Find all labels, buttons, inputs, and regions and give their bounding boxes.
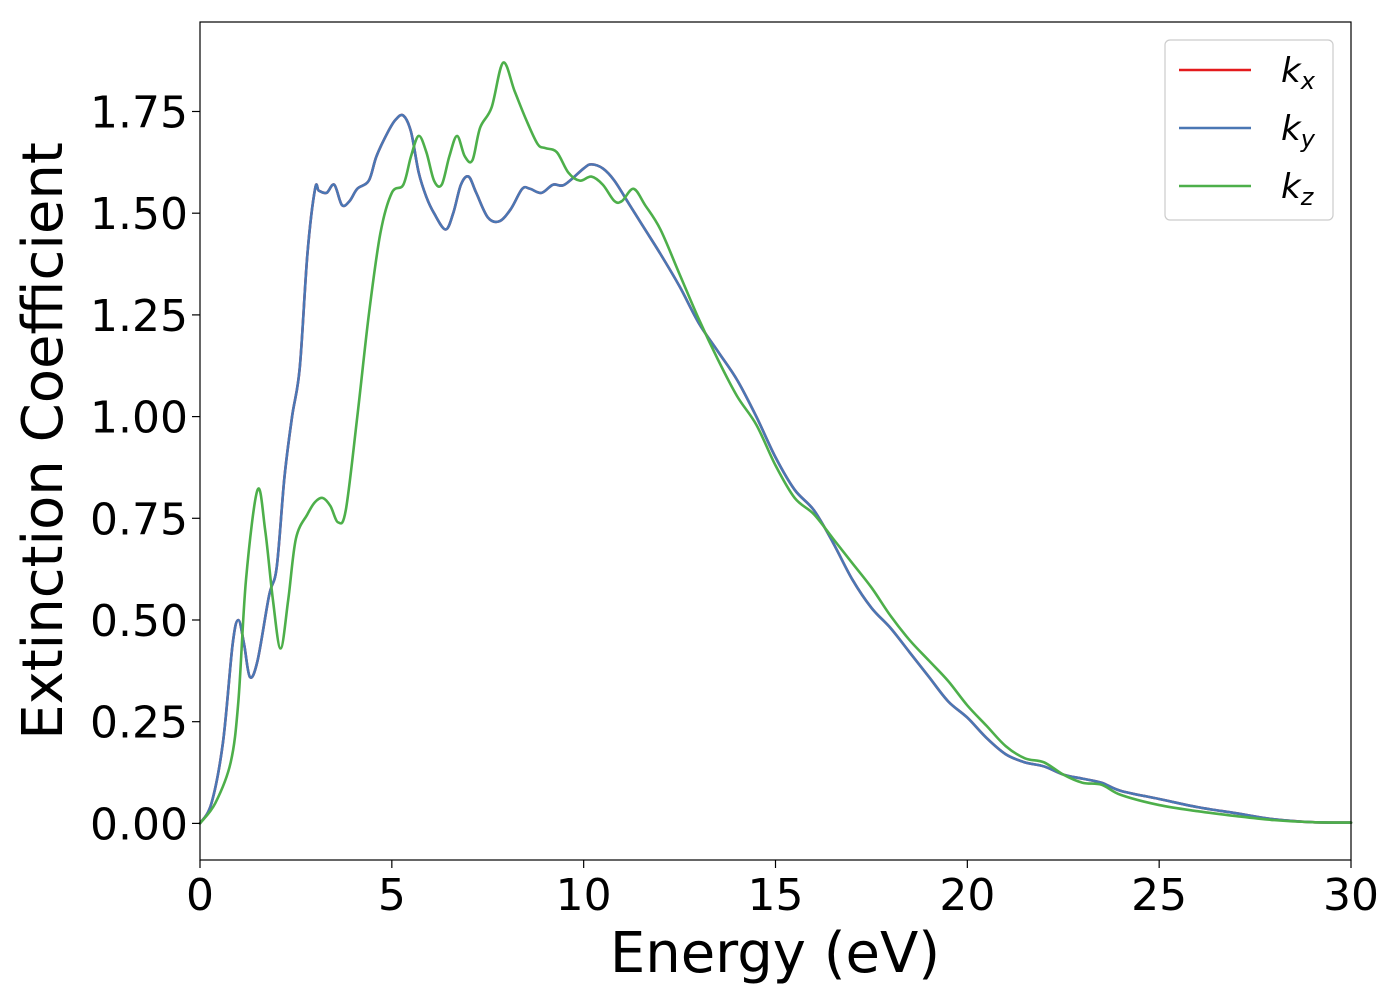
y-tick-label: 0.25 [90,698,188,749]
legend-box [1164,39,1334,221]
series-line-k-x [198,113,1353,825]
series-line-k-z [198,61,1353,825]
x-tick-label: 20 [939,870,995,921]
y-tick-label: 0.50 [90,596,188,647]
y-tick-label: 1.75 [90,87,188,138]
x-axis-ticks: 0 5 10 15 20 25 30 [186,860,1379,921]
x-tick-label: 5 [378,870,406,921]
x-tick-label: 25 [1131,870,1187,921]
series-lines [198,61,1353,825]
x-axis-title: Energy (eV) [610,921,940,986]
legend-label-z: kz [1281,167,1315,211]
y-tick-label: 0.00 [90,799,188,850]
legend-items: kx ky kz [1179,51,1316,211]
x-tick-label: 10 [556,870,612,921]
y-axis-ticks: 0.00 0.25 0.50 0.75 1.00 1.25 1.50 1.75 [90,87,200,850]
y-tick-label: 0.75 [90,494,188,545]
x-tick-label: 15 [748,870,804,921]
y-axis-title: Extinction Coefficient [11,142,76,740]
x-tick-label: 30 [1323,870,1379,921]
legend: kx ky kz [1164,39,1334,221]
legend-label-y: ky [1281,109,1316,153]
y-tick-label: 1.25 [90,291,188,342]
series-line-k-y [198,113,1353,825]
y-tick-label: 1.00 [90,393,188,444]
legend-label-x: kx [1281,51,1316,95]
x-tick-label: 0 [186,870,214,921]
y-tick-label: 1.50 [90,189,188,240]
